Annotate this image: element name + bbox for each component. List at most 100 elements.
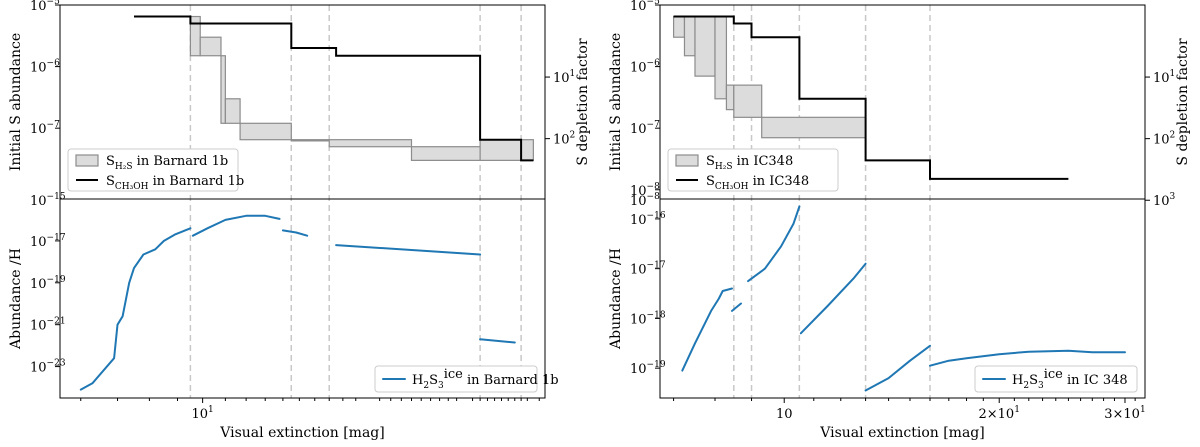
y-tick-label-part: 10 [630,312,647,327]
h2s3-ice-curve [731,302,742,312]
h2s-band [328,139,413,148]
legend-h2s-label-part: H₂S [115,162,133,172]
top-y-axis-label-part: Initial S abundance [608,33,624,171]
y-tick-label: 10−5 [30,0,60,14]
h2s-band [410,146,481,161]
y-tick-label: 10−23 [30,359,66,376]
y-tick-label: 10−16 [630,211,666,228]
x-axis-label: Visual extinction [mag] [819,425,984,441]
y-tick-label-part: 10 [30,0,47,14]
x-tick-label-part: 10 [191,407,208,422]
y-tick-label-part: 10 [30,235,47,250]
legend-h2s-label: SH₂S in Barnard 1b [106,154,228,172]
y-tick-label-part: −6 [647,59,661,69]
right-y-tick-label-part: 1 [570,69,576,79]
y-tick-label: 10−8 [630,182,660,199]
x-axis-label: Visual extinction [mag] [219,425,384,441]
right-y-tick-label: 102 [553,131,575,148]
y-tick-label: 10−7 [30,120,60,137]
h2s-band [239,122,292,141]
y-tick-label-part: −8 [647,182,661,192]
right-y-tick-label: 102 [1153,131,1175,148]
top-y-axis-label: Initial S abundance [8,33,24,171]
bottom-y-axis-label: Abundance /H [608,248,624,350]
legend-h2s-label-part: H₂S [715,162,733,172]
y-tick-label-part: −6 [47,59,61,69]
y-tick-label-part: 10 [630,61,647,76]
h2s3-ice-curve [929,349,1126,367]
h2s3-ice-curve [191,214,281,237]
legend-h2s-label-part: in IC348 [733,154,794,169]
legend-h2s3-label-part: 2 [423,381,429,391]
y-tick-label: 10−18 [630,310,666,327]
y-tick-label-part: 10 [630,184,647,199]
h2s-band [733,84,763,118]
ch3oh-step-line [673,15,1069,180]
x-tick-label-part: 1 [1014,405,1020,415]
y-tick-label-part: −18 [647,310,666,320]
h2s-band [714,15,728,100]
right-y-tick-label: 101 [1153,69,1175,86]
x-tick-label: 10 [776,407,793,422]
x-tick-label-part: 1 [1140,405,1146,415]
right-y-tick-label-part: 2 [1170,131,1176,141]
right-y-tick-label-part: 2 [570,131,576,141]
right-y-tick-label-part: 10 [553,133,570,148]
y-tick-label-part: 10 [630,194,647,209]
y-tick-label: 10−6 [30,59,60,76]
legend-ch3oh-label-part: in IC348 [748,174,809,189]
h2s3-ice-curve [335,244,482,256]
right-y-axis-label-part: S depletion factor [575,38,591,165]
bottom-legend: H2S3ice in Barnard 1b [374,365,559,393]
legend-ch3oh-label-part: S [106,174,115,189]
h2s-band [683,15,696,57]
x-tick-label-part: 1 [208,405,214,415]
right-y-tick-label-part: 10 [1153,71,1170,86]
y-tick-label-part: 10 [30,122,47,137]
bottom-y-axis-label-part: Abundance /H [8,248,24,350]
legend-h2s3-label-part: 2 [1023,381,1029,391]
legend-ch3oh-label: SCH₃OH in Barnard 1b [106,174,244,192]
bottom-y-axis-label: Abundance /H [8,248,24,350]
h2s3-ice-curve [747,205,801,283]
legend-h2s-label-part: S [106,154,115,169]
chart-panel-ic348: 10−510−610−710−810110210310−810−1610−171… [608,0,1191,441]
x-axis-label-part: Visual extinction [mag] [819,425,984,441]
h2s-band [189,15,201,57]
h2s-band [199,36,222,57]
chart-panel-barnard1b: 10−510−610−710110210−1510−1710−1910−2110… [8,0,591,441]
y-tick-label-part: −17 [647,261,666,271]
right-y-axis-label-part: S depletion factor [1175,38,1191,165]
legend-ch3oh-label-part: CH₃OH [115,182,149,192]
y-tick-label-part: 10 [630,213,647,228]
x-tick-label-part: 2×10 [978,407,1014,422]
legend-h2s-label-part: in Barnard 1b [133,154,229,169]
y-tick-label: 10−19 [630,360,666,377]
legend-h2s3-label-part: ice [1044,367,1063,382]
h2s3-ice-curve [681,287,733,372]
legend-h2s3-label-part: H [1012,373,1023,388]
legend-h2s-label: SH₂S in IC348 [706,154,793,172]
right-y-axis-label: S depletion factor [575,38,591,165]
y-tick-label: 10−21 [30,317,66,334]
y-tick-label-part: 10 [30,61,47,76]
right-y-tick-label-part: 3 [1170,192,1176,202]
y-tick-label-part: −19 [647,360,666,370]
y-tick-label-part: 10 [630,263,647,278]
legend-h2s3-label-part: in Barnard 1b [463,373,559,388]
y-tick-label-part: −5 [47,0,61,7]
h2s3-ice-curve [281,229,309,237]
legend-ch3oh-label-part: in Barnard 1b [148,174,244,189]
bottom-y-axis-label-part: Abundance /H [608,248,624,350]
y-tick-label: 10−5 [630,0,660,14]
bottom-legend: H2S3ice in IC 348 [974,365,1138,393]
y-tick-label-part: −16 [647,211,666,221]
h2s3-ice-curve [79,227,192,391]
legend-h2s3-label-part: 3 [1038,381,1044,391]
y-tick-label: 10−19 [30,275,66,292]
x-tick-label: 2×101 [978,405,1019,422]
y-tick-label: 10−7 [630,120,660,137]
y-tick-label-part: −21 [47,317,66,327]
